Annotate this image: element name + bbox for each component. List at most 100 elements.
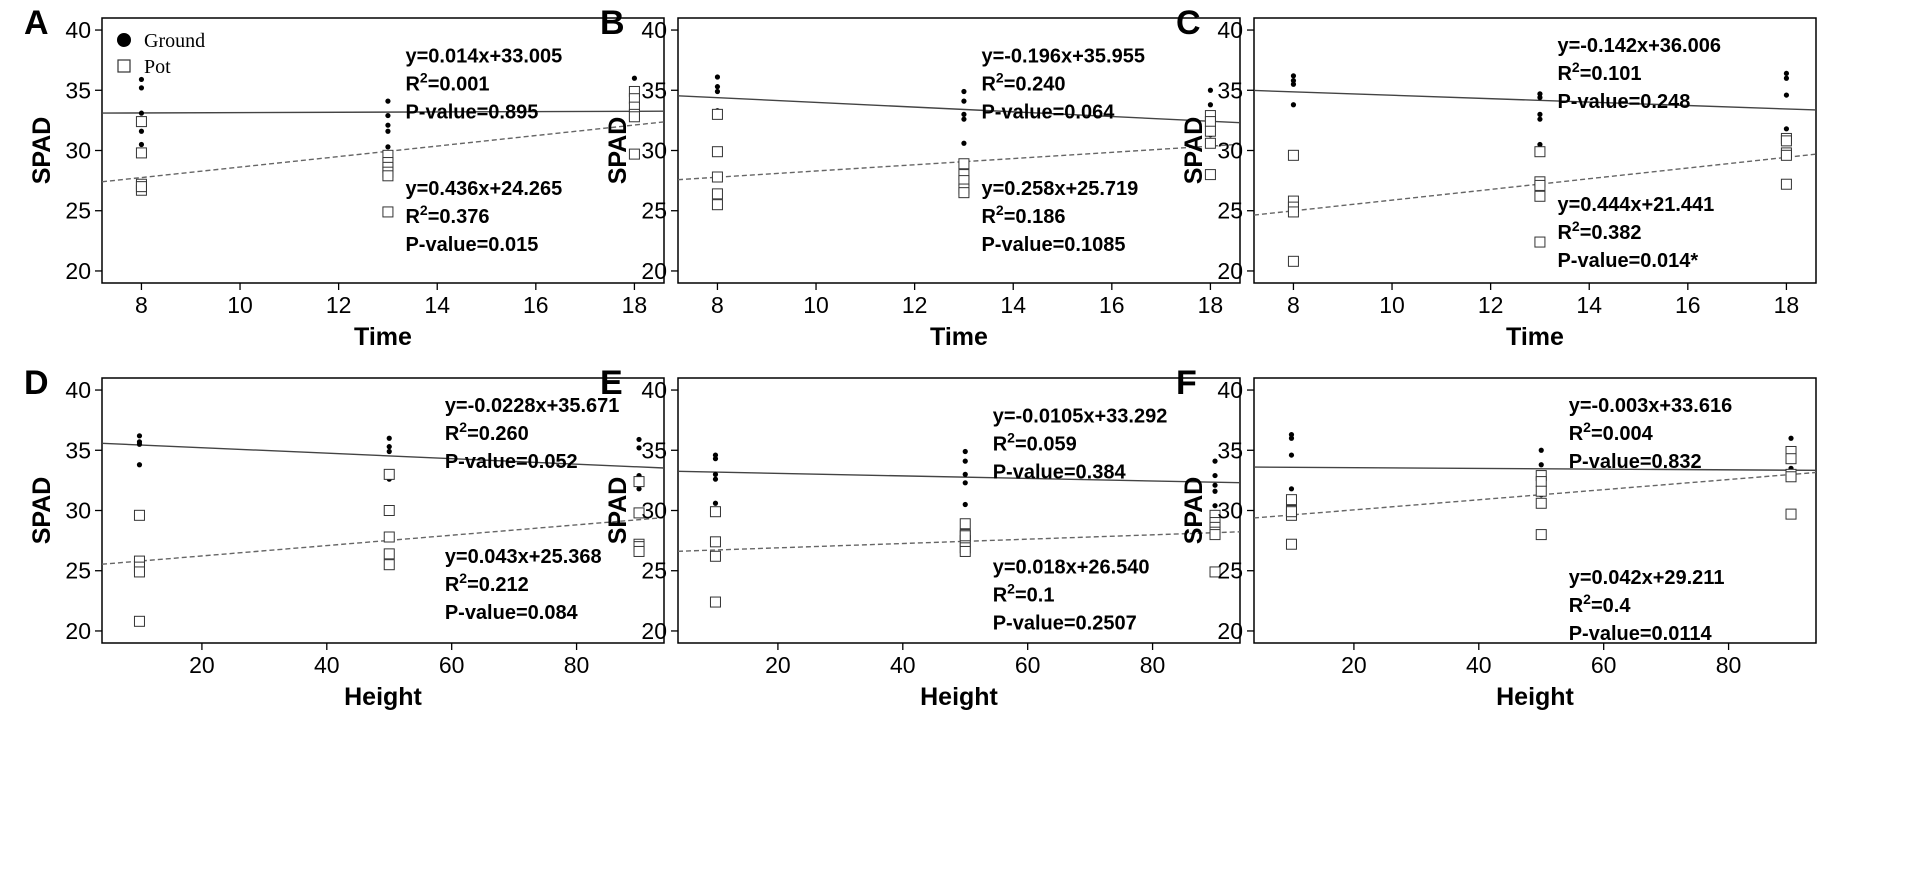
ground-point	[136, 441, 143, 447]
ground-equation: y=-0.0105x+33.292	[993, 406, 1168, 428]
x-axis-title: Time	[1506, 323, 1564, 351]
y-tick-label: 25	[641, 558, 667, 584]
pot-point	[382, 206, 394, 218]
pot-point	[1534, 146, 1546, 158]
ground-point	[386, 448, 392, 455]
pot-point	[709, 550, 721, 562]
pot-point	[1785, 453, 1797, 465]
pot-point	[709, 506, 721, 518]
ground-r-squared: R2=0.059	[993, 430, 1077, 456]
ground-point	[1288, 432, 1295, 438]
y-axis-title: SPAD	[1180, 477, 1208, 545]
legend-pot-label: Pot	[144, 56, 171, 78]
x-tick-label: 12	[902, 292, 928, 318]
x-tick-label: 14	[424, 292, 450, 318]
ground-equation: y=-0.196x+35.955	[981, 46, 1145, 68]
ground-point	[712, 452, 719, 458]
x-tick-label: 60	[1015, 652, 1041, 678]
pot-point	[711, 108, 723, 120]
x-tick-label: 18	[1774, 292, 1800, 318]
x-axis-title: Height	[1496, 683, 1574, 711]
legend: Ground Pot	[117, 30, 205, 78]
ground-point	[636, 445, 642, 451]
panel-a: A 20 25 30 35 40 8 10 12 14 16 18 Time SPAD y=0.014x+3…	[24, 4, 665, 351]
pot-point	[383, 468, 395, 480]
legend-pot-marker	[117, 59, 131, 73]
pot-r-squared: R2=0.4	[1569, 591, 1632, 617]
ground-point	[961, 116, 967, 122]
x-tick-label: 16	[1675, 292, 1701, 318]
x-axis-title: Height	[344, 683, 422, 711]
pot-point	[383, 505, 395, 516]
x-tick-label: 40	[1466, 652, 1492, 678]
x-tick-label: 60	[439, 652, 465, 678]
y-tick-label: 30	[1217, 498, 1243, 524]
ground-fit-line	[101, 110, 665, 114]
ground-point	[714, 88, 721, 95]
ground-point	[1290, 81, 1297, 87]
pot-point	[1204, 137, 1216, 149]
ground-point	[138, 85, 145, 91]
pot-equation: y=0.018x+26.540	[993, 557, 1150, 579]
pot-p-value: P-value=0.1085	[981, 234, 1125, 256]
x-tick-label: 14	[1576, 292, 1602, 318]
ground-point	[138, 76, 145, 83]
ground-point	[1288, 435, 1295, 441]
pot-point	[1287, 206, 1299, 218]
pot-point	[958, 158, 970, 170]
pot-point	[1534, 190, 1546, 202]
pot-point	[1209, 529, 1221, 541]
x-tick-label: 18	[1198, 292, 1224, 318]
ground-p-value: P-value=0.832	[1569, 451, 1702, 473]
panel-e: E 20 25 30 35 40 20 40 60 80 Height SPAD y=-0.0105x+…	[600, 364, 1241, 711]
ground-point	[1537, 91, 1543, 97]
y-tick-label: 20	[641, 258, 667, 284]
pot-point	[959, 530, 971, 542]
ground-point	[1288, 452, 1295, 458]
ground-point	[962, 471, 968, 477]
ground-fit-line	[101, 442, 665, 469]
plot-frame	[677, 17, 1241, 284]
y-tick-label: 35	[65, 437, 91, 463]
ground-point	[1783, 70, 1790, 77]
ground-equation: y=0.014x+33.005	[405, 46, 562, 68]
ground-r-squared: R2=0.260	[445, 419, 529, 445]
ground-point	[385, 112, 391, 119]
ground-p-value: P-value=0.895	[405, 102, 538, 124]
pot-p-value: P-value=0.084	[445, 602, 579, 624]
y-tick-label: 35	[65, 77, 91, 103]
pot-point	[711, 188, 723, 200]
pot-equation: y=0.444x+21.441	[1557, 194, 1714, 216]
ground-point	[1207, 102, 1214, 108]
pot-equation: y=0.043x+25.368	[445, 546, 602, 568]
y-tick-label: 35	[641, 77, 667, 103]
pot-p-value: P-value=0.014*	[1557, 250, 1698, 272]
x-tick-label: 20	[765, 652, 791, 678]
x-tick-label: 60	[1591, 652, 1617, 678]
ground-point	[712, 456, 719, 462]
y-tick-label: 40	[1217, 377, 1243, 403]
pot-point	[133, 615, 145, 627]
x-tick-label: 18	[622, 292, 648, 318]
pot-point	[133, 566, 145, 578]
y-tick-label: 35	[1217, 77, 1243, 103]
y-tick-label: 40	[641, 377, 667, 403]
pot-point	[1534, 236, 1546, 248]
panel-c: C 20 25 30 35 40 8 10 12 14 16 18 Time SPAD y=-0.142x+…	[1176, 4, 1817, 351]
ground-point	[138, 110, 145, 116]
x-tick-label: 80	[1140, 652, 1166, 678]
pot-point	[135, 116, 147, 128]
pot-point	[1780, 135, 1792, 147]
y-axis-title: SPAD	[28, 117, 56, 185]
pot-point	[1287, 149, 1299, 161]
ground-point	[1212, 503, 1218, 509]
ground-point	[961, 98, 967, 104]
ground-r-squared: R2=0.001	[405, 70, 489, 96]
pot-point	[1209, 566, 1221, 578]
pot-point	[383, 548, 395, 560]
pot-point	[1204, 169, 1216, 181]
ground-point	[1290, 102, 1297, 108]
pot-point	[1285, 494, 1297, 506]
ground-r-squared: R2=0.004	[1569, 419, 1654, 445]
y-axis-title: SPAD	[1180, 117, 1208, 185]
